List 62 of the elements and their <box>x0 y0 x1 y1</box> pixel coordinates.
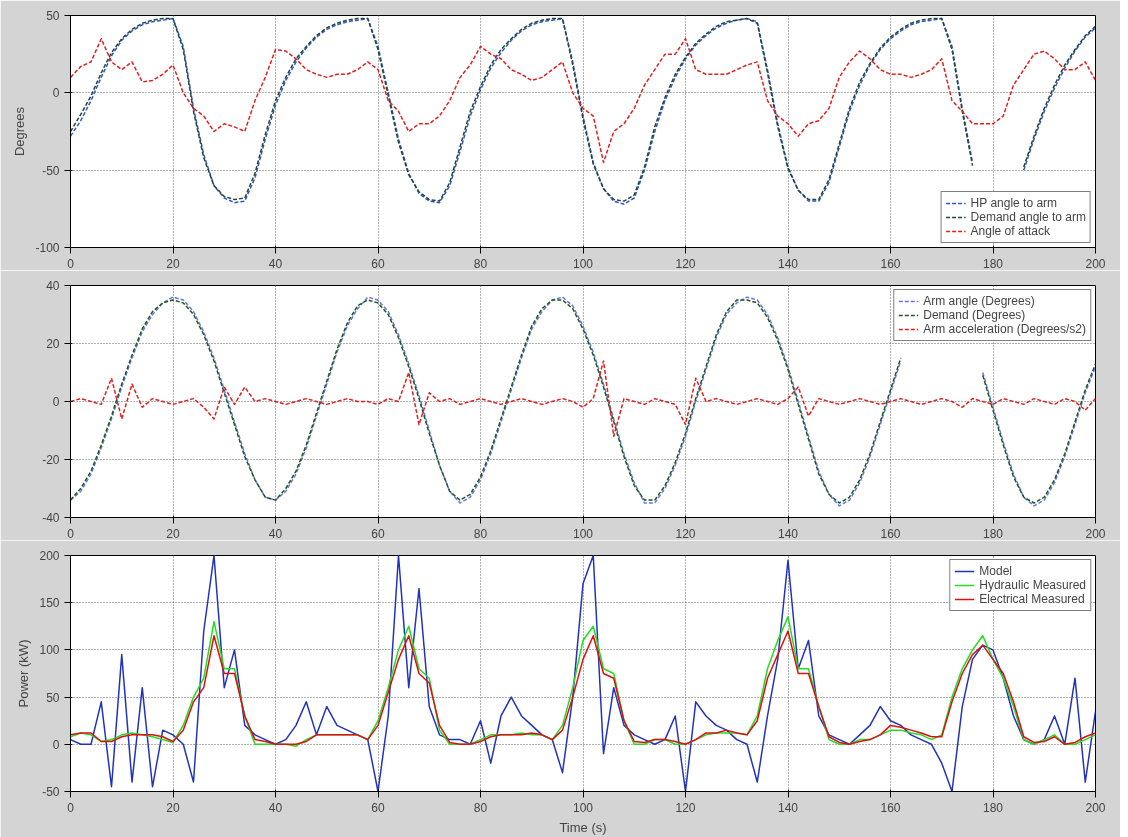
x-tick-label: 20 <box>166 256 180 271</box>
x-tick-label: 120 <box>675 256 696 271</box>
x-tick-label: 200 <box>1085 256 1106 271</box>
y-tick-label: 50 <box>46 690 60 705</box>
legend-label: Arm acceleration (Degrees/s2) <box>923 322 1086 336</box>
x-tick-label: 200 <box>1085 800 1106 815</box>
y-tick-label: 150 <box>39 596 60 611</box>
x-tick-label: 200 <box>1085 526 1106 541</box>
line-series <box>70 37 1096 164</box>
legend-label: Model <box>979 564 1012 578</box>
legend-label: Electrical Measured <box>979 592 1085 606</box>
y-tick-label: 0 <box>52 737 60 752</box>
legend-label: Angle of attack <box>970 224 1050 238</box>
legend-label: Arm angle (Degrees) <box>923 294 1035 308</box>
y-tick-label: 100 <box>39 643 60 658</box>
y-tick-label: -40 <box>42 511 60 525</box>
x-tick-label: 140 <box>777 800 799 815</box>
x-tick-label: 60 <box>371 800 385 815</box>
legend-label: Hydraulic Measured <box>979 578 1086 592</box>
x-tick-label: 180 <box>982 800 1004 815</box>
x-tick-label: 100 <box>572 800 594 815</box>
x-tick-label: 80 <box>473 256 488 271</box>
x-tick-label: 100 <box>572 256 594 271</box>
x-tick-label: 60 <box>371 256 385 271</box>
y-tick-label: -20 <box>42 453 60 467</box>
y-axis-title: Power (kW) <box>16 639 32 708</box>
y-tick-label: -100 <box>35 241 60 255</box>
x-tick-label: 80 <box>473 526 488 541</box>
y-tick-label: 40 <box>46 279 60 293</box>
x-tick-label: 120 <box>675 800 696 815</box>
x-tick-label: 40 <box>268 256 283 271</box>
x-tick-label: 20 <box>166 526 180 541</box>
x-tick-label: 120 <box>675 526 696 541</box>
x-tick-label: 20 <box>166 800 180 815</box>
y-tick-label: 200 <box>39 549 60 563</box>
x-tick-label: 80 <box>473 800 488 815</box>
legend-label: Demand (Degrees) <box>923 308 1026 322</box>
x-tick-label: 60 <box>371 526 385 541</box>
x-tick-label: 40 <box>268 526 283 541</box>
x-axis-title: Time (s) <box>559 819 607 835</box>
x-tick-label: 140 <box>777 256 799 271</box>
y-tick-label: -50 <box>42 163 60 178</box>
x-tick-label: 140 <box>777 526 799 541</box>
x-tick-label: 0 <box>67 256 75 271</box>
x-tick-label: 40 <box>268 800 283 815</box>
x-tick-label: 160 <box>880 256 901 271</box>
y-tick-label: 50 <box>46 9 60 23</box>
x-tick-label: 180 <box>982 256 1004 271</box>
y-tick-label: 20 <box>46 337 60 351</box>
y-tick-label: 0 <box>52 86 60 101</box>
x-tick-label: 0 <box>67 526 75 541</box>
y-axis-title: Degrees <box>12 106 28 157</box>
y-tick-label: 0 <box>52 395 60 409</box>
x-tick-label: 160 <box>880 800 901 815</box>
x-tick-label: 100 <box>572 526 594 541</box>
x-tick-label: 160 <box>880 526 901 541</box>
legend-label: HP angle to arm <box>970 196 1058 210</box>
x-tick-label: 180 <box>982 526 1004 541</box>
line-series <box>70 360 1096 438</box>
y-tick-label: -50 <box>42 785 60 799</box>
x-tick-label: 0 <box>67 800 75 815</box>
legend-label: Demand angle to arm <box>970 210 1086 224</box>
